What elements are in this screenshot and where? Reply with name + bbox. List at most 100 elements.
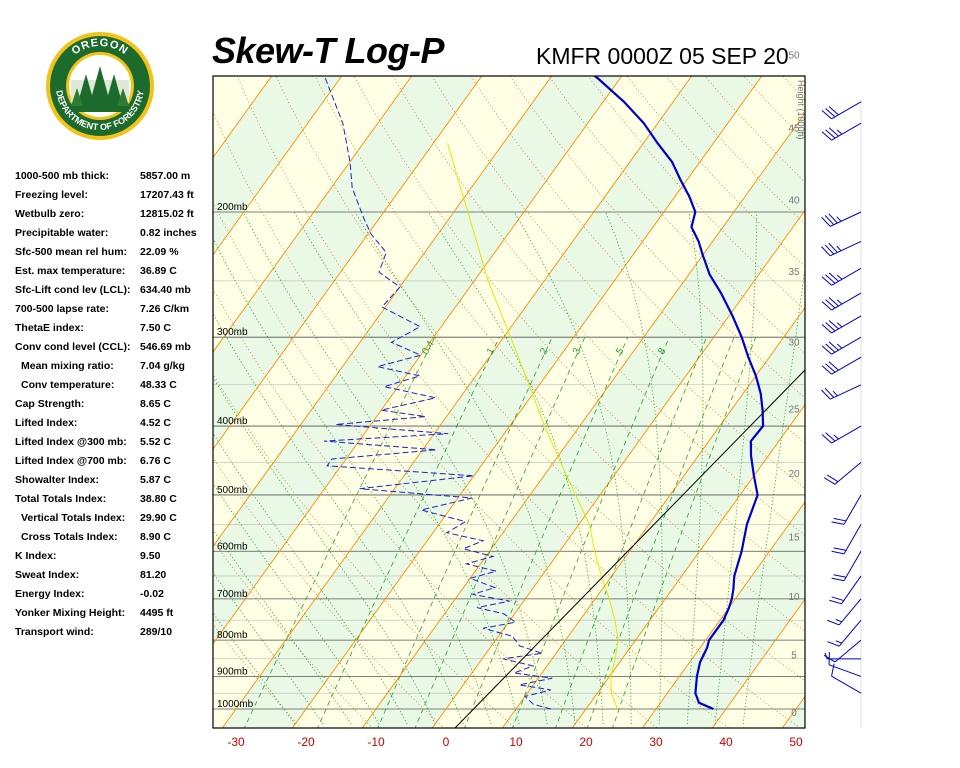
index-label: Conv temperature: xyxy=(21,379,114,391)
index-value: 5.87 C xyxy=(140,474,171,486)
index-row: Conv cond level (CCL): 546.69 mb xyxy=(15,341,205,360)
wind-barb xyxy=(822,357,861,374)
indices-panel: 1000-500 mb thick: 5857.00 m Freezing leve… xyxy=(15,170,205,645)
height-tick-label: 50 xyxy=(788,50,800,61)
index-row: Yonker Mixing Height: 4495 ft xyxy=(15,607,205,626)
wind-barb-feather xyxy=(826,344,835,352)
wind-barb xyxy=(822,293,861,310)
index-row: Vertical Totals Index: 29.90 C xyxy=(15,512,205,531)
wind-barb-feather xyxy=(829,298,838,306)
x-tick-label: 10 xyxy=(509,735,523,749)
wind-barb xyxy=(822,316,861,333)
wind-barb-shaft xyxy=(829,665,861,677)
wind-barb xyxy=(822,337,861,354)
wind-barb xyxy=(824,462,861,484)
wind-barb-feather xyxy=(822,302,831,310)
wind-barb-feather xyxy=(822,366,831,374)
index-value: 17207.43 ft xyxy=(140,189,194,201)
wind-barb-feather xyxy=(826,108,835,116)
pressure-label: 600mb xyxy=(217,541,248,552)
dry-adiabat-line xyxy=(786,0,960,738)
index-value: 289/10 xyxy=(140,626,172,638)
wind-barb-feather xyxy=(822,110,831,118)
height-tick-label: 25 xyxy=(788,405,800,416)
index-row: Freezing level: 17207.43 ft xyxy=(15,189,205,208)
index-row: K Index: 9.50 xyxy=(15,550,205,569)
index-label: Lifted Index @300 mb: xyxy=(15,436,127,448)
wind-barb-half-feather xyxy=(837,323,842,327)
index-label: Vertical Totals Index: xyxy=(21,512,125,524)
index-label: Yonker Mixing Height: xyxy=(15,607,125,619)
wind-barb-feather xyxy=(821,217,830,226)
wind-barb-shaft xyxy=(832,268,861,285)
wind-barb-shaft xyxy=(832,337,861,354)
wind-barb-half-feather xyxy=(833,391,837,396)
index-row: Lifted Index @700 mb: 6.76 C xyxy=(15,455,205,474)
index-value: 7.04 g/kg xyxy=(140,360,185,372)
index-label: Precipitable water: xyxy=(15,227,108,239)
index-row: Energy Index: -0.02 xyxy=(15,588,205,607)
x-tick-label: -10 xyxy=(367,735,385,749)
height-tick-label: 35 xyxy=(788,267,800,278)
index-label: Est. max temperature: xyxy=(15,265,125,277)
index-label: ThetaE index: xyxy=(15,322,84,334)
wind-barb xyxy=(822,426,861,443)
index-value: 0.82 inches xyxy=(140,227,197,239)
wind-barb-half-feather xyxy=(837,300,842,304)
pressure-label: 800mb xyxy=(217,630,248,641)
wind-barb xyxy=(832,551,861,580)
index-value: 546.69 mb xyxy=(140,341,191,353)
pressure-label: 300mb xyxy=(217,327,248,338)
station-time-label: KMFR 0000Z 05 SEP 20 xyxy=(536,43,789,70)
wind-barb-half-feather xyxy=(837,344,842,348)
wind-barb-feather xyxy=(829,600,841,604)
pressure-label: 500mb xyxy=(217,485,248,496)
pressure-label: 400mb xyxy=(217,416,248,427)
wind-barb-feather xyxy=(826,364,835,372)
index-row: 1000-500 mb thick: 5857.00 m xyxy=(15,170,205,189)
wind-barb-feather xyxy=(826,433,835,441)
height-tick-label: 10 xyxy=(788,592,800,603)
wind-barb-shaft xyxy=(844,495,861,524)
index-label: Cap Strength: xyxy=(15,398,84,410)
wind-barb-feather xyxy=(827,642,839,647)
index-label: Cross Totals Index: xyxy=(21,531,118,543)
pressure-label: 900mb xyxy=(217,666,248,677)
wind-barb-feather xyxy=(832,578,844,581)
index-value: 8.65 C xyxy=(140,398,171,410)
index-row: Est. max temperature: 36.89 C xyxy=(15,265,205,284)
wind-barb-feather xyxy=(826,300,835,308)
wind-barb-feather xyxy=(832,597,844,601)
height-tick-label: 15 xyxy=(788,532,800,543)
index-label: 1000-500 mb thick: xyxy=(15,170,109,182)
index-value: 7.50 C xyxy=(140,322,171,334)
wind-barb-feather xyxy=(834,575,846,578)
index-row: Sweat Index: 81.20 xyxy=(15,569,205,588)
index-value: 81.20 xyxy=(140,569,166,581)
wind-barb-feather xyxy=(829,321,838,329)
index-value: 29.90 C xyxy=(140,512,177,524)
x-tick-label: -20 xyxy=(297,735,315,749)
wind-barb-shaft xyxy=(830,212,861,226)
dry-adiabat-line xyxy=(823,0,960,738)
wind-barb-feather xyxy=(832,551,844,554)
x-tick-label: 50 xyxy=(789,735,803,749)
index-value: 38.80 C xyxy=(140,493,177,505)
index-row: Conv temperature: 48.33 C xyxy=(15,379,205,398)
index-label: Mean mixing ratio: xyxy=(21,360,114,372)
index-label: K Index: xyxy=(15,550,56,562)
index-label: Freezing level: xyxy=(15,189,88,201)
temperature-band xyxy=(835,0,960,752)
wind-barb xyxy=(822,123,861,140)
index-row: Showalter Index: 5.87 C xyxy=(15,474,205,493)
wind-barb-half-feather xyxy=(837,130,842,134)
wind-barb-half-feather xyxy=(837,217,841,222)
pressure-label: 1000mb xyxy=(217,699,254,710)
wind-barb xyxy=(832,495,861,524)
index-value: 4.52 C xyxy=(140,417,171,429)
wind-barb-half-feather xyxy=(836,641,842,643)
wind-barb-feather xyxy=(822,132,831,140)
index-value: 5857.00 m xyxy=(140,170,190,182)
wind-barb xyxy=(832,664,861,693)
wind-barb xyxy=(827,599,861,625)
